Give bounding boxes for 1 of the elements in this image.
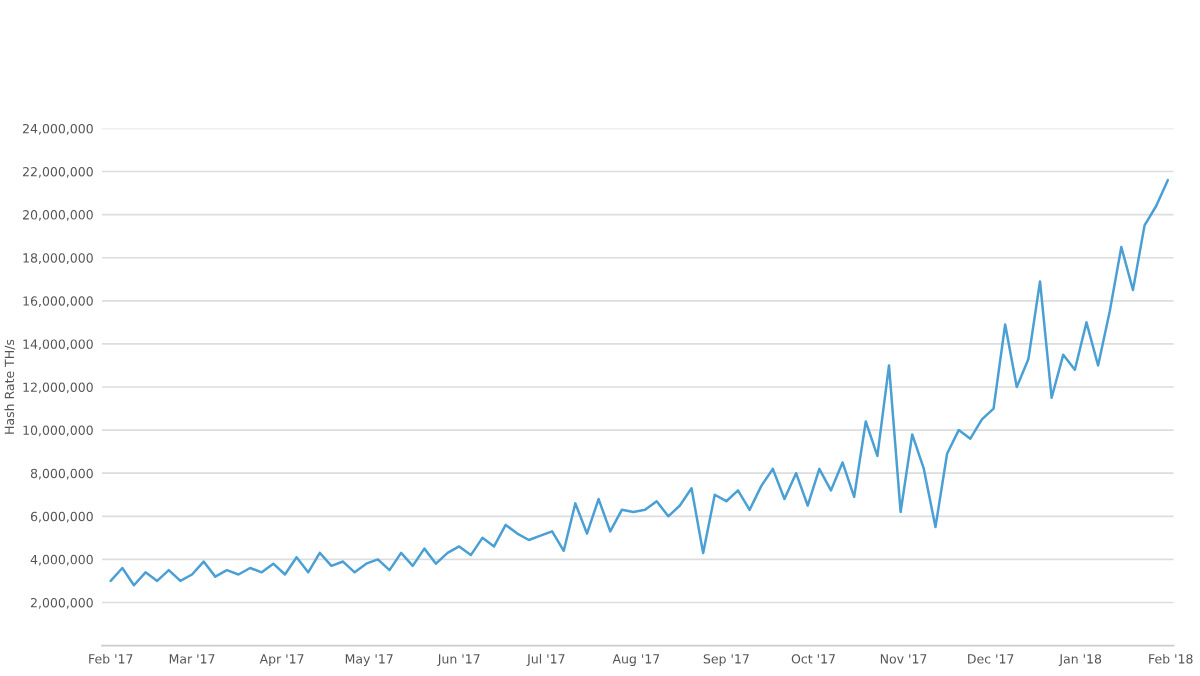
line-series xyxy=(109,178,1170,587)
